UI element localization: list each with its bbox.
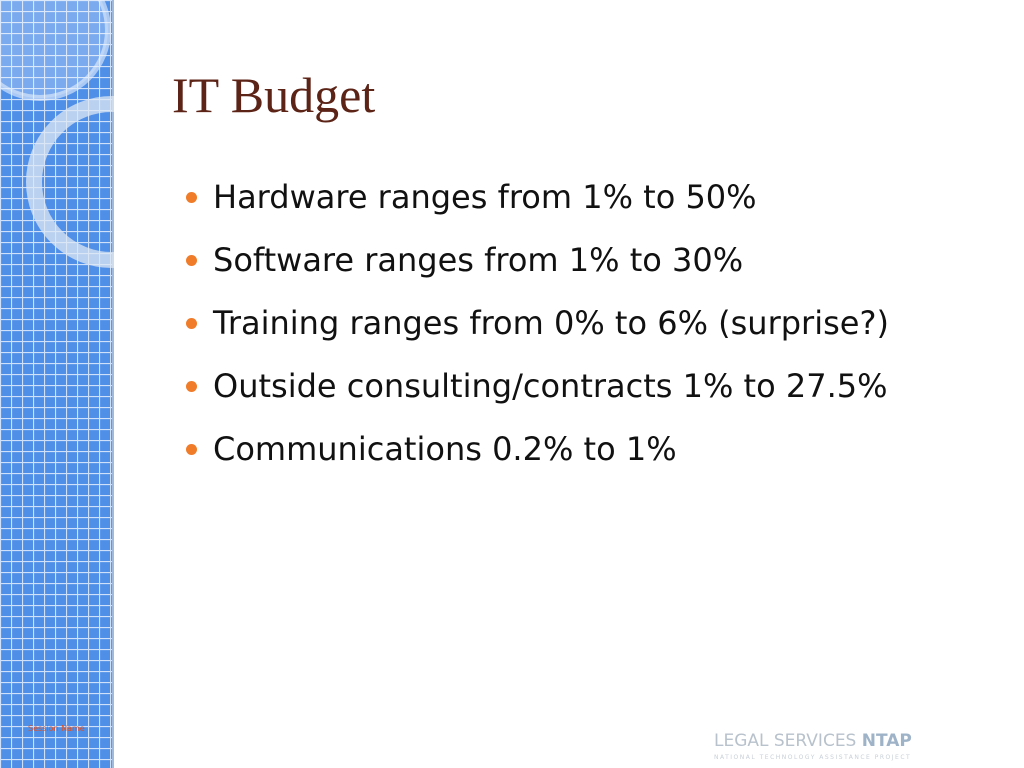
- logo-name: LEGAL SERVICES: [714, 731, 857, 751]
- bullet: Software ranges from 1% to 30%: [184, 235, 889, 298]
- logo-brand: NTAP: [861, 731, 912, 751]
- bullet: Training ranges from 0% to 6% (surprise?…: [184, 298, 889, 361]
- footer: Session Name: [28, 724, 85, 733]
- logo-tagline: NATIONAL TECHNOLOGY ASSISTANCE PROJECT: [714, 754, 912, 761]
- bullet: Communications 0.2% to 1%: [184, 424, 889, 487]
- logo: LEGAL SERVICES NTAP: [714, 731, 912, 751]
- slide-title: IT Budget: [172, 67, 376, 123]
- bullet-list: Hardware ranges from 1% to 50% Software r…: [184, 172, 889, 487]
- bullet: Outside consulting/contracts 1% to 27.5%: [184, 361, 889, 424]
- sidebar: [0, 0, 114, 768]
- bullet: Hardware ranges from 1% to 50%: [184, 172, 889, 235]
